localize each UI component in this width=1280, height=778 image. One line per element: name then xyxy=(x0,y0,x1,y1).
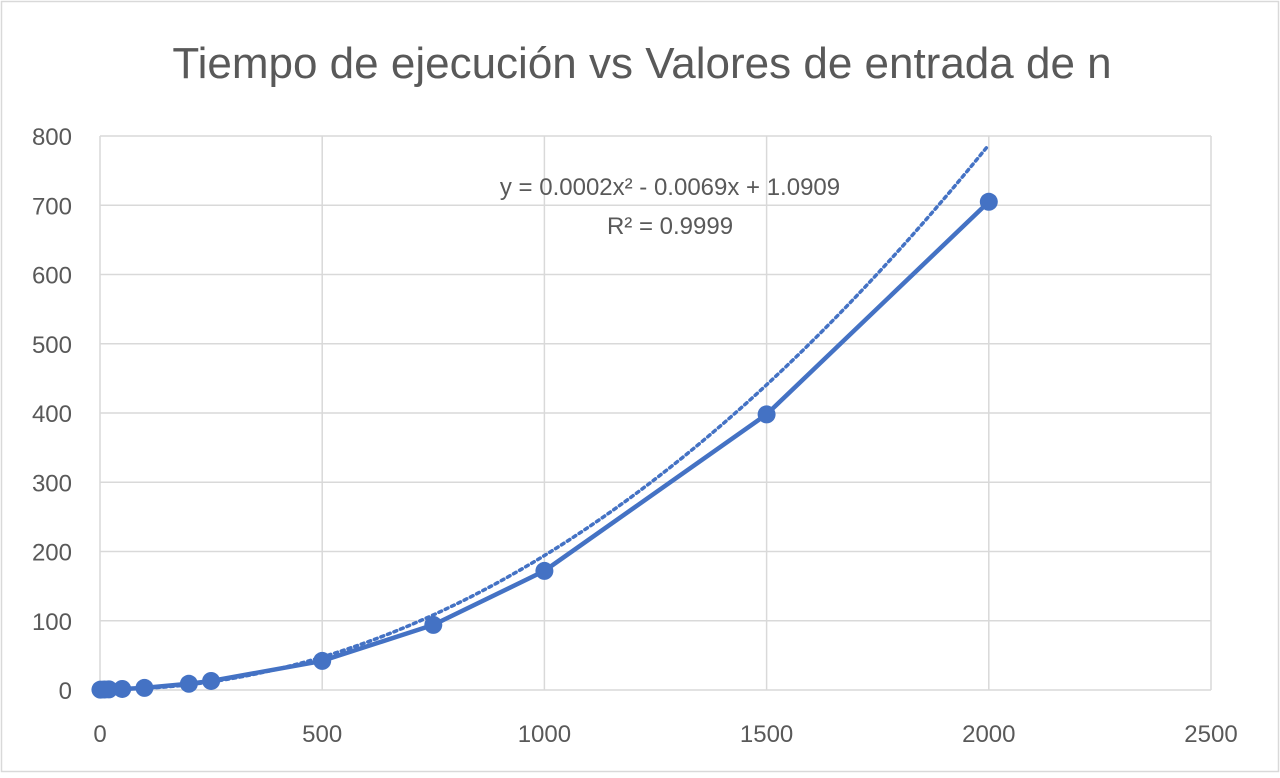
y-tick-label: 0 xyxy=(59,678,72,705)
data-point xyxy=(424,615,443,634)
x-tick-label: 0 xyxy=(93,721,106,748)
data-point xyxy=(135,678,154,697)
data-point xyxy=(757,405,776,424)
data-point xyxy=(99,680,118,699)
y-tick-label: 800 xyxy=(32,124,72,151)
y-tick-label: 400 xyxy=(32,401,72,428)
y-tick-label: 100 xyxy=(32,609,72,636)
x-tick-label: 500 xyxy=(302,721,342,748)
y-tick-label: 300 xyxy=(32,470,72,497)
x-tick-label: 1500 xyxy=(740,721,793,748)
y-tick-label: 600 xyxy=(32,263,72,290)
data-point xyxy=(113,679,132,698)
y-tick-label: 500 xyxy=(32,332,72,359)
series-layer xyxy=(91,192,998,699)
x-tick-label: 2500 xyxy=(1184,721,1237,748)
chart-title: Tiempo de ejecución vs Valores de entrad… xyxy=(172,39,1111,88)
data-point xyxy=(202,671,221,690)
y-tick-label: 700 xyxy=(32,193,72,220)
data-point xyxy=(535,561,554,580)
tick-labels: 0 100 200 300 400 500 600 700 800 0 500 1000 1500 200… xyxy=(32,124,1238,748)
data-point xyxy=(313,651,332,670)
x-tick-label: 2000 xyxy=(962,721,1015,748)
data-point xyxy=(979,192,998,211)
trendline-r-squared: R² = 0.9999 xyxy=(607,213,733,240)
x-tick-label: 1000 xyxy=(518,721,571,748)
data-point xyxy=(179,674,198,693)
y-tick-label: 200 xyxy=(32,540,72,567)
trendline-equation: y = 0.0002x² - 0.0069x + 1.0909 xyxy=(500,174,840,201)
